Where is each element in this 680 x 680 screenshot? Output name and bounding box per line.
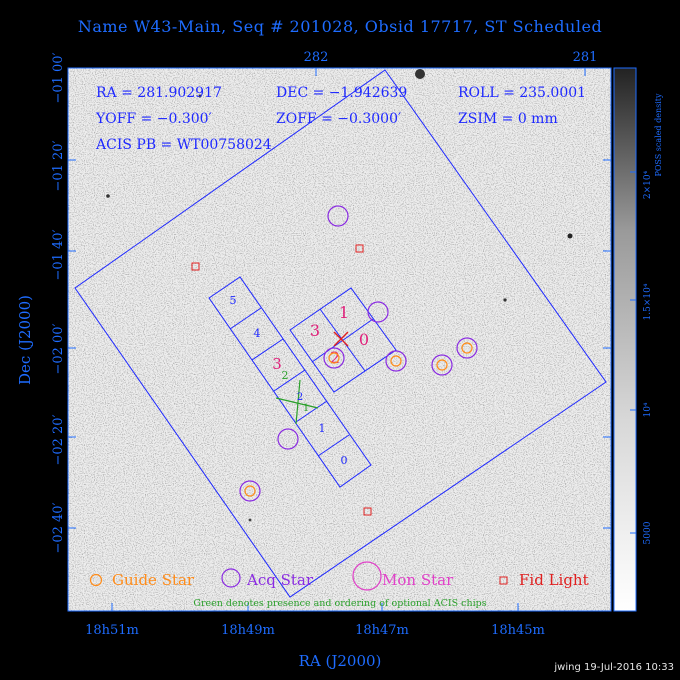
acis-i-labels: 3 1 0 2 [310, 303, 369, 367]
zoff-text: ZOFF = −0.3000′ [276, 111, 401, 127]
acq-star [456, 337, 478, 359]
y-tick-label: −02 20′ [51, 414, 66, 465]
y-tick-label: −02 40′ [51, 502, 66, 553]
y-tick-label: −01 00′ [51, 52, 66, 103]
chip-label-s1-green: 1 [303, 403, 309, 414]
yoff-text: YOFF = −0.300′ [95, 111, 212, 127]
legend-acq-label: Acq Star [246, 571, 314, 589]
guide-star [461, 342, 473, 354]
chip-label-s: 1 [319, 422, 326, 435]
legend-fid-symbol [499, 576, 508, 585]
legend-note: Green denotes presence and ordering of o… [193, 598, 486, 609]
fid-light [191, 262, 200, 271]
legend-acq-symbol [221, 568, 241, 588]
acq-stars [239, 205, 478, 502]
x-tick-labels: 18h51m 18h49m 18h47m 18h45m 282 281 [85, 50, 597, 638]
acis-s-labels: 5 4 3 2 1 0 [230, 294, 348, 467]
colorbar-gradient [613, 67, 637, 612]
chart-title: Name W43-Main, Seq # 201028, Obsid 17717… [77, 17, 603, 36]
chip-label-i: 1 [339, 303, 349, 322]
chip-label-s: 2 [282, 369, 289, 382]
colorbar-tick: 10⁴ [643, 402, 653, 417]
acq-star [327, 205, 349, 227]
acq-star [367, 301, 389, 323]
x-axis-label: RA (J2000) [299, 652, 382, 670]
legend-guide-label: Guide Star [112, 571, 195, 589]
y-tick-label: −01 20′ [51, 140, 66, 191]
guide-star [328, 352, 340, 364]
legend: Guide Star Acq Star Mon Star Fid Light G… [89, 561, 589, 609]
x-top-tick-label: 282 [304, 50, 329, 65]
guide-star [436, 359, 448, 371]
info-block: RA = 281.902917 DEC = −1.942639 ROLL = 2… [95, 85, 586, 153]
acis-pb-text: ACIS PB = WT00758024 [95, 137, 272, 153]
roll-text: ROLL = 235.0001 [458, 85, 586, 101]
legend-fid-label: Fid Light [519, 571, 589, 589]
acq-star [239, 480, 261, 502]
chip-label-i: 2 [330, 348, 340, 367]
sky-noise [68, 68, 611, 611]
legend-guide-symbol [89, 573, 103, 587]
x-tick-label: 18h51m [85, 623, 139, 638]
acq-star [277, 428, 299, 450]
fid-light [355, 244, 364, 253]
y-tick-labels: −01 00′ −01 20′ −01 40′ −02 00′ −02 20′ … [51, 52, 66, 553]
colorbar: 2×10⁴ 1.5×10⁴ 10⁴ 5000 POSS scaled densi… [613, 67, 663, 612]
guide-star [244, 485, 256, 497]
aimpoint-marker [333, 331, 349, 347]
acq-star [323, 347, 345, 369]
zsim-text: ZSIM = 0 mm [458, 111, 558, 127]
chip-label-s: 0 [341, 454, 348, 467]
x-tick-label: 18h47m [355, 623, 409, 638]
y-axis-label: Dec (J2000) [16, 295, 34, 385]
x-tick-marks [111, 68, 586, 611]
y-tick-marks [68, 67, 611, 529]
fid-lights [191, 244, 372, 516]
chip-label-s2: 2 [297, 392, 303, 403]
optional-chip-marks [275, 379, 319, 425]
colorbar-tick: 2×10⁴ [643, 170, 653, 199]
ra-text: RA = 281.902917 [96, 85, 222, 101]
guide-star [390, 355, 402, 367]
colorbar-label: POSS scaled density [654, 93, 663, 177]
footer-stamp: jwing 19-Jul-2016 10:33 [554, 662, 674, 673]
guide-stars [244, 342, 473, 497]
field-of-view-outline [74, 69, 607, 598]
acq-star [431, 354, 453, 376]
bright-stars [106, 69, 573, 522]
dec-text: DEC = −1.942639 [276, 85, 407, 101]
y-tick-label: −02 00′ [51, 323, 66, 374]
chip-label-i: 3 [310, 321, 320, 340]
plot-frame [67, 67, 612, 612]
chip-label-s: 4 [254, 327, 261, 340]
colorbar-tick: 1.5×10⁴ [643, 283, 653, 320]
chip-label-s: 3 [272, 355, 282, 373]
legend-mon-symbol [352, 561, 382, 591]
fid-light [363, 507, 372, 516]
colorbar-tick: 5000 [643, 521, 653, 544]
x-top-tick-label: 281 [573, 50, 598, 65]
legend-mon-label: Mon Star [382, 571, 454, 589]
x-tick-label: 18h49m [221, 623, 275, 638]
y-tick-label: −01 40′ [51, 229, 66, 280]
acq-star [385, 350, 407, 372]
x-tick-label: 18h45m [491, 623, 545, 638]
chip-label-s: 5 [230, 294, 237, 307]
chip-label-i: 0 [359, 330, 369, 349]
